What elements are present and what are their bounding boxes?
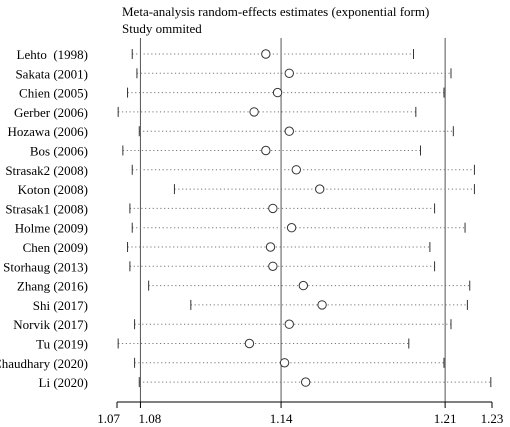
point-estimate xyxy=(286,223,297,233)
study-row: Holme (2009) xyxy=(15,221,466,236)
study-label: Strasak2 (2008) xyxy=(5,163,88,178)
study-row: Norvik (2017) xyxy=(13,317,452,332)
study-label: Sakata (2001) xyxy=(15,66,88,81)
study-row: Chien (2005) xyxy=(19,86,445,101)
study-row: Tu (2019) xyxy=(36,337,410,352)
study-row: Bos (2006) xyxy=(30,144,422,159)
x-axis: 1.07 1.08 1.14 1.21 1.23 xyxy=(97,401,504,426)
study-row: Gerber (2006) xyxy=(14,105,417,120)
study-row: Chaudhary (2020) xyxy=(0,356,445,371)
point-estimate xyxy=(291,165,301,175)
study-rows: Lehto (1998) Sakata (2001) Chien (2005) Ger… xyxy=(0,47,492,390)
study-row: Li (2020) xyxy=(39,375,492,390)
x-tick-label: 1.14 xyxy=(270,411,293,426)
point-estimate xyxy=(265,242,276,252)
study-label: Hozawa (2006) xyxy=(8,124,89,139)
study-row: Strasak1 (2008) xyxy=(5,201,436,216)
study-label: Storhaug (2013) xyxy=(3,259,88,274)
point-estimate xyxy=(300,377,311,387)
point-estimate xyxy=(284,126,294,136)
chart-title: Meta-analysis random-effects estimates (… xyxy=(122,4,429,19)
study-row: Koton (2008) xyxy=(18,182,475,197)
point-estimate xyxy=(279,358,290,368)
point-estimate xyxy=(268,203,278,214)
study-row: Lehto (1998) xyxy=(17,47,414,62)
study-label: Strasak1 (2008) xyxy=(5,201,88,216)
study-label: Lehto (1998) xyxy=(17,47,88,62)
x-tick-label: 1.07 xyxy=(97,411,120,426)
study-row: Strasak2 (2008) xyxy=(5,163,475,178)
study-label: Koton (2008) xyxy=(18,182,88,197)
study-label: Chien (2005) xyxy=(19,86,88,101)
study-label: Holme (2009) xyxy=(15,221,88,236)
study-row: Chen (2009) xyxy=(23,240,431,255)
study-label: Chaudhary (2020) xyxy=(0,356,88,371)
point-estimate xyxy=(244,338,255,349)
study-label: Bos (2006) xyxy=(30,144,88,159)
point-estimate xyxy=(284,319,294,329)
point-estimate xyxy=(261,49,271,59)
x-tick-label: 1.21 xyxy=(434,411,457,426)
study-label: Chen (2009) xyxy=(23,240,88,255)
study-label: Zhang (2016) xyxy=(17,279,88,294)
point-estimate xyxy=(315,184,325,194)
point-estimate xyxy=(284,68,294,79)
study-row: Shi (2017) xyxy=(33,298,468,313)
study-label: Shi (2017) xyxy=(33,298,88,313)
point-estimate xyxy=(249,107,259,117)
study-row: Storhaug (2013) xyxy=(3,259,436,274)
study-row: Zhang (2016) xyxy=(17,279,471,294)
point-estimate xyxy=(272,87,283,98)
chart-subtitle: Study ommited xyxy=(122,21,202,36)
study-row: Hozawa (2006) xyxy=(8,124,454,139)
point-estimate xyxy=(298,280,309,291)
point-estimate xyxy=(261,145,271,156)
point-estimate xyxy=(317,300,327,310)
point-estimate xyxy=(268,261,278,271)
x-tick-label: 1.23 xyxy=(481,411,504,426)
study-row: Sakata (2001) xyxy=(15,66,452,81)
x-tick-label: 1.08 xyxy=(138,411,161,426)
study-label: Gerber (2006) xyxy=(14,105,88,120)
reference-lines xyxy=(139,38,446,402)
study-label: Norvik (2017) xyxy=(13,317,88,332)
study-label: Tu (2019) xyxy=(36,337,88,352)
study-label: Li (2020) xyxy=(39,375,88,390)
